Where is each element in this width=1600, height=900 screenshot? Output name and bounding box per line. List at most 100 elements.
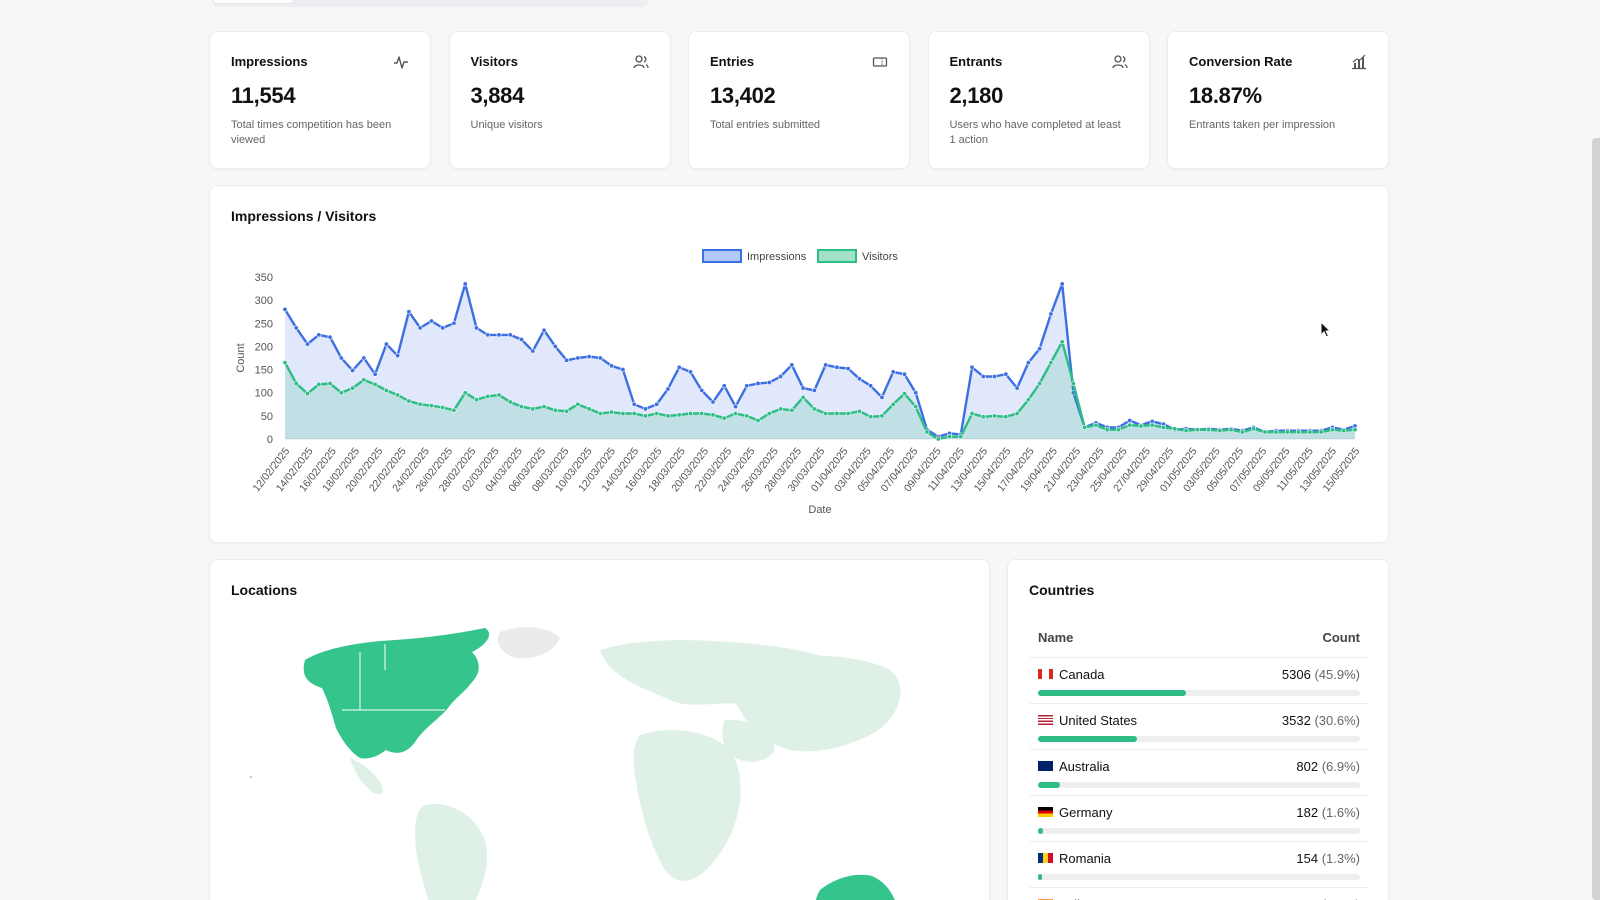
map-border-us-canada bbox=[342, 644, 445, 711]
legend-swatch-visitors bbox=[817, 249, 857, 263]
country-share-fill bbox=[1038, 828, 1044, 834]
top-tab-strip bbox=[212, 0, 648, 7]
data-point-visitors bbox=[631, 411, 637, 417]
page-scrollbar[interactable] bbox=[1592, 138, 1600, 900]
column-count-header[interactable]: Count bbox=[1322, 630, 1360, 645]
data-point-visitors bbox=[676, 412, 682, 418]
data-point-impressions bbox=[485, 332, 491, 338]
active-tab[interactable] bbox=[212, 0, 294, 4]
data-point-impressions bbox=[530, 348, 536, 354]
data-point-visitors bbox=[282, 360, 288, 366]
country-row[interactable]: Australia 802 (6.9%) bbox=[1030, 750, 1368, 796]
data-point-impressions bbox=[1003, 371, 1009, 377]
data-point-impressions bbox=[856, 376, 862, 382]
data-point-visitors bbox=[609, 409, 615, 415]
data-point-impressions bbox=[1059, 281, 1065, 287]
country-count-value: 802 bbox=[1296, 759, 1319, 774]
data-point-impressions bbox=[451, 320, 457, 326]
country-share-fill bbox=[1038, 874, 1043, 880]
data-point-impressions bbox=[564, 357, 570, 363]
stat-description: Entrants taken per impression bbox=[1189, 119, 1336, 131]
y-tick-label: 350 bbox=[255, 272, 273, 284]
data-point-visitors bbox=[1149, 422, 1155, 428]
data-point-visitors bbox=[1206, 427, 1212, 433]
countries-card: Countries Name Count Canada 5306 (45.9%) U… bbox=[1007, 559, 1389, 900]
country-share-fill bbox=[1038, 782, 1061, 788]
data-point-impressions bbox=[676, 364, 682, 370]
map-north-america bbox=[303, 628, 490, 759]
data-point-impressions bbox=[879, 394, 885, 400]
data-point-impressions bbox=[642, 406, 648, 412]
country-count: 3532 (30.6%) bbox=[1282, 713, 1360, 728]
country-row[interactable]: Canada 5306 (45.9%) bbox=[1030, 658, 1368, 704]
country-share-bar bbox=[1038, 782, 1360, 788]
data-point-visitors bbox=[395, 392, 401, 398]
flag-ca-icon bbox=[1038, 669, 1053, 679]
stat-value: 2,180 bbox=[949, 83, 1004, 108]
data-point-visitors bbox=[1025, 397, 1031, 403]
data-point-visitors bbox=[811, 406, 817, 412]
data-point-visitors bbox=[1228, 427, 1234, 433]
data-point-visitors bbox=[564, 408, 570, 414]
data-point-visitors bbox=[980, 414, 986, 420]
data-point-visitors bbox=[293, 380, 299, 386]
data-point-visitors bbox=[1093, 422, 1099, 428]
data-point-impressions bbox=[361, 355, 367, 361]
y-tick-label: 50 bbox=[261, 411, 273, 423]
data-point-impressions bbox=[710, 399, 716, 405]
data-point-visitors bbox=[1273, 429, 1279, 435]
map-greenland bbox=[497, 627, 560, 659]
data-point-impressions bbox=[316, 332, 322, 338]
data-point-visitors bbox=[316, 381, 322, 387]
country-name: Canada bbox=[1059, 667, 1105, 682]
countries-title: Countries bbox=[1029, 582, 1095, 598]
data-point-visitors bbox=[721, 415, 727, 421]
country-share-bar bbox=[1038, 828, 1360, 834]
country-row[interactable]: India 141 (1.2%) bbox=[1030, 888, 1368, 900]
flag-de-icon bbox=[1038, 807, 1053, 817]
data-point-visitors bbox=[913, 404, 919, 410]
data-point-visitors bbox=[1251, 426, 1257, 432]
data-point-visitors bbox=[620, 411, 626, 417]
country-share-bar bbox=[1038, 736, 1360, 742]
data-point-impressions bbox=[721, 383, 727, 389]
chart-title: Impressions / Visitors bbox=[231, 208, 377, 224]
data-point-impressions bbox=[395, 353, 401, 359]
data-point-impressions bbox=[428, 318, 434, 324]
data-point-visitors bbox=[1059, 339, 1065, 345]
country-share-fill bbox=[1038, 736, 1137, 742]
data-point-impressions bbox=[834, 364, 840, 370]
country-name: Germany bbox=[1059, 805, 1113, 820]
world-map[interactable] bbox=[210, 560, 990, 900]
data-point-visitors bbox=[1172, 426, 1178, 432]
data-point-visitors bbox=[856, 408, 862, 414]
data-point-impressions bbox=[417, 325, 423, 331]
data-point-visitors bbox=[710, 412, 716, 418]
country-share-bar bbox=[1038, 690, 1360, 696]
y-axis-label: Count bbox=[235, 343, 247, 372]
country-row[interactable]: Germany 182 (1.6%) bbox=[1030, 796, 1368, 842]
flag-us-icon bbox=[1038, 715, 1053, 725]
data-point-visitors bbox=[451, 407, 457, 413]
country-row[interactable]: United States 3532 (30.6%) bbox=[1030, 704, 1368, 750]
data-point-impressions bbox=[383, 341, 389, 347]
data-point-visitors bbox=[541, 404, 547, 410]
country-percent: (1.2%) bbox=[1322, 897, 1360, 900]
data-point-visitors bbox=[687, 411, 693, 417]
stat-card-conversion-rate: Conversion Rate 18.87% Entrants taken per … bbox=[1167, 31, 1389, 169]
stat-title: Impressions bbox=[231, 54, 308, 69]
data-point-visitors bbox=[699, 411, 705, 417]
data-point-visitors bbox=[1183, 428, 1189, 434]
country-row[interactable]: Romania 154 (1.3%) bbox=[1030, 842, 1368, 888]
data-point-visitors bbox=[1329, 427, 1335, 433]
country-percent: (1.6%) bbox=[1321, 805, 1360, 820]
stat-title: Entrants bbox=[949, 54, 1003, 69]
data-point-impressions bbox=[687, 369, 693, 375]
stat-card-entrants: Entrants 2,180 Users who have completed at… bbox=[927, 31, 1150, 169]
stat-card-entries: Entries 13,402 Total entries submitted bbox=[688, 31, 910, 169]
country-count-value: 154 bbox=[1296, 851, 1319, 866]
countries-table-header: Name Count bbox=[1030, 630, 1368, 658]
data-point-visitors bbox=[383, 387, 389, 393]
data-point-impressions bbox=[462, 281, 468, 287]
column-name-header[interactable]: Name bbox=[1038, 630, 1074, 645]
